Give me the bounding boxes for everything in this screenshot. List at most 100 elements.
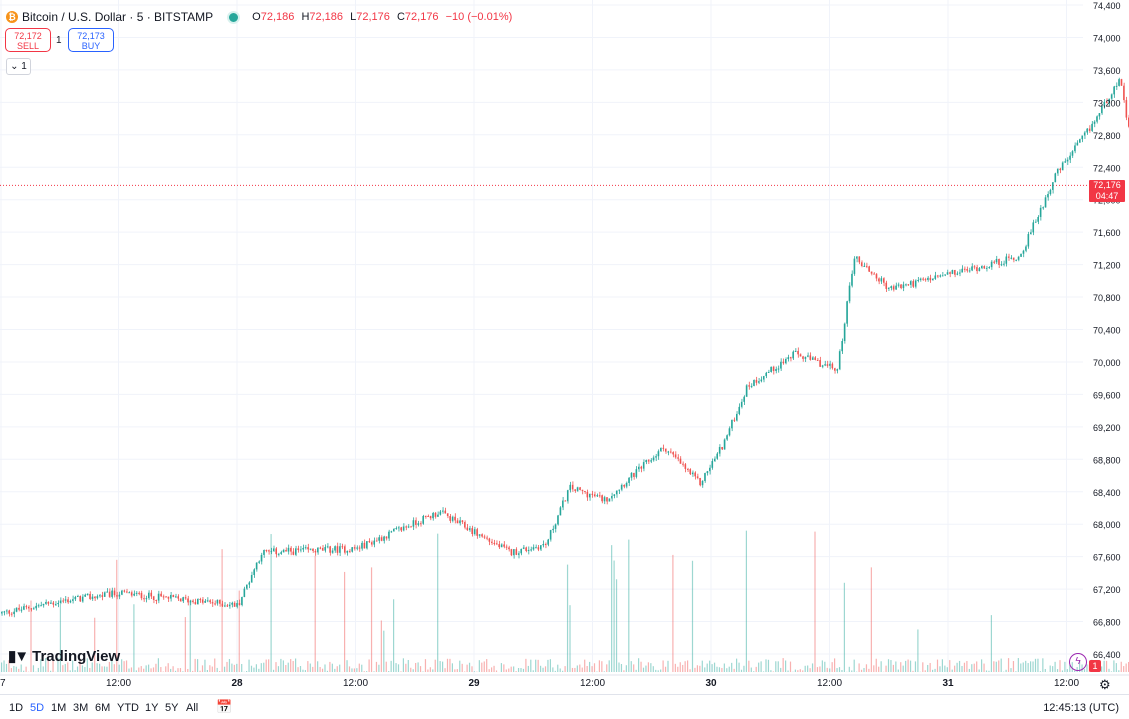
volume-bar bbox=[234, 665, 235, 672]
volume-bar bbox=[1116, 663, 1117, 672]
volume-bar bbox=[959, 661, 960, 672]
candle-body bbox=[1045, 197, 1047, 207]
range-5d[interactable]: 5D bbox=[30, 702, 44, 714]
volume-bar bbox=[481, 663, 482, 672]
volume-bar bbox=[447, 659, 448, 672]
candle-body bbox=[1113, 86, 1115, 94]
candle-body bbox=[836, 369, 838, 371]
volume-bar bbox=[1101, 666, 1102, 672]
volume-bar bbox=[190, 602, 191, 672]
sell-button[interactable]: 72,172 SELL bbox=[5, 28, 51, 52]
candle-body bbox=[797, 351, 799, 354]
candle-body bbox=[616, 491, 618, 495]
volume-bar bbox=[346, 660, 347, 672]
candle-body bbox=[738, 407, 740, 414]
candle-body bbox=[187, 598, 189, 602]
candle-body bbox=[773, 367, 775, 371]
candle-body bbox=[418, 523, 420, 525]
candle-body bbox=[75, 597, 77, 599]
tradingview-logo[interactable]: ▮▼ TradingView bbox=[8, 647, 120, 665]
volume-bar bbox=[231, 664, 232, 672]
candle-body bbox=[961, 269, 963, 273]
volume-bar bbox=[697, 665, 698, 672]
volume-bar bbox=[170, 669, 171, 672]
range-6m[interactable]: 6M bbox=[95, 702, 110, 714]
candles bbox=[0, 78, 1129, 617]
candle-body bbox=[518, 553, 520, 555]
volume-bar bbox=[288, 663, 289, 672]
candle-body bbox=[391, 531, 393, 532]
volume-bar bbox=[359, 664, 360, 672]
candle-body bbox=[138, 593, 140, 594]
volume-bar bbox=[947, 667, 948, 672]
volume-bar bbox=[966, 661, 967, 672]
market-status-icon[interactable] bbox=[227, 11, 240, 24]
range-1m[interactable]: 1M bbox=[51, 702, 66, 714]
utc-clock[interactable]: 12:45:13 (UTC) bbox=[1043, 702, 1119, 714]
volume-bar bbox=[680, 662, 681, 672]
candle-body bbox=[712, 461, 714, 468]
gear-icon[interactable]: ⚙ bbox=[1099, 677, 1111, 693]
volume-bar bbox=[893, 665, 894, 672]
candle-body bbox=[846, 301, 848, 323]
volume-bar bbox=[18, 669, 19, 672]
volume-bar bbox=[248, 660, 249, 672]
candle-body bbox=[655, 456, 657, 457]
alerts-badge[interactable]: 1 bbox=[1089, 660, 1101, 672]
range-all[interactable]: All bbox=[186, 702, 198, 714]
volume-bar bbox=[297, 667, 298, 672]
candle-body bbox=[486, 538, 488, 539]
price-chart[interactable]: 74,40074,00073,60073,20072,80072,40072,0… bbox=[0, 0, 1129, 694]
candle-body bbox=[1096, 116, 1098, 121]
range-1d[interactable]: 1D bbox=[9, 702, 23, 714]
candle-body bbox=[957, 274, 959, 275]
volume-bar bbox=[582, 668, 583, 672]
buy-button[interactable]: 72,173 BUY bbox=[68, 28, 114, 52]
volume-bar bbox=[665, 667, 666, 672]
volume-bar bbox=[996, 662, 997, 672]
volume-bar bbox=[565, 666, 566, 672]
volume-bar bbox=[290, 659, 291, 672]
volume-bar bbox=[366, 671, 367, 672]
volume-bar bbox=[1108, 669, 1109, 672]
volume-bar bbox=[814, 532, 815, 672]
candle-body bbox=[692, 473, 694, 475]
candle-body bbox=[859, 256, 861, 262]
volume-bar bbox=[844, 583, 845, 672]
candle-body bbox=[699, 478, 701, 485]
range-1y[interactable]: 1Y bbox=[145, 702, 158, 714]
range-5y[interactable]: 5Y bbox=[165, 702, 178, 714]
candle-body bbox=[168, 597, 170, 599]
volume-bar bbox=[386, 662, 387, 672]
price-tick-label: 68,000 bbox=[1093, 520, 1121, 530]
indicators-toggle[interactable]: ⌄ 1 bbox=[6, 58, 31, 75]
volume-bar bbox=[1045, 669, 1046, 672]
volume-bar bbox=[648, 662, 649, 672]
candle-body bbox=[577, 487, 579, 491]
volume-bar bbox=[273, 670, 274, 672]
candle-body bbox=[829, 364, 831, 366]
volume-bar bbox=[626, 665, 627, 672]
symbol-title[interactable]: Bitcoin / U.S. Dollar · 5 · BITSTAMP bbox=[22, 10, 213, 24]
volume-bar bbox=[484, 661, 485, 672]
volume-bar bbox=[1106, 661, 1107, 672]
lightning-icon[interactable]: ϟ bbox=[1069, 653, 1087, 671]
candle-body bbox=[302, 548, 304, 550]
range-ytd[interactable]: YTD bbox=[117, 702, 139, 714]
candle-body bbox=[275, 548, 277, 554]
volume-bar bbox=[185, 617, 186, 672]
volume-bar bbox=[369, 659, 370, 672]
volume-bar bbox=[3, 660, 4, 672]
low-value: 72,176 bbox=[356, 11, 390, 23]
candle-body bbox=[621, 485, 623, 490]
volume-bar bbox=[533, 670, 534, 672]
calendar-icon[interactable]: 📅 bbox=[216, 699, 232, 715]
candle-body bbox=[484, 537, 486, 538]
volume-bar bbox=[1, 662, 2, 672]
range-3m[interactable]: 3M bbox=[73, 702, 88, 714]
volume-bar bbox=[871, 567, 872, 672]
volume-bar bbox=[520, 668, 521, 672]
volume-bar bbox=[33, 665, 34, 672]
price-tick-label: 72,400 bbox=[1093, 163, 1121, 173]
